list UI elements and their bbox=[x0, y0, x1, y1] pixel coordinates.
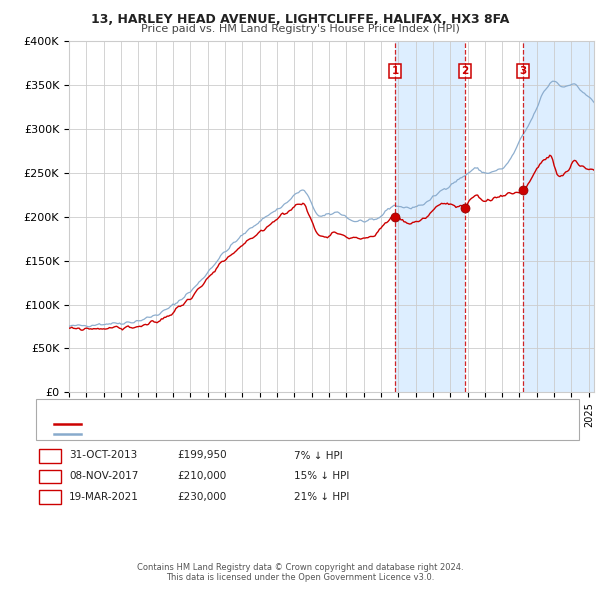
Text: 19-MAR-2021: 19-MAR-2021 bbox=[69, 492, 139, 502]
Bar bbox=[523, 41, 594, 392]
Text: This data is licensed under the Open Government Licence v3.0.: This data is licensed under the Open Gov… bbox=[166, 573, 434, 582]
Text: 2: 2 bbox=[46, 471, 53, 481]
Text: 2: 2 bbox=[461, 66, 469, 76]
Text: £230,000: £230,000 bbox=[177, 492, 226, 502]
Text: 1: 1 bbox=[392, 66, 399, 76]
Text: 1: 1 bbox=[46, 451, 53, 460]
Text: £210,000: £210,000 bbox=[177, 471, 226, 481]
Text: 7% ↓ HPI: 7% ↓ HPI bbox=[294, 451, 343, 460]
Text: Contains HM Land Registry data © Crown copyright and database right 2024.: Contains HM Land Registry data © Crown c… bbox=[137, 563, 463, 572]
Text: Price paid vs. HM Land Registry's House Price Index (HPI): Price paid vs. HM Land Registry's House … bbox=[140, 24, 460, 34]
Bar bbox=[395, 41, 465, 392]
Text: 15% ↓ HPI: 15% ↓ HPI bbox=[294, 471, 349, 481]
Text: 21% ↓ HPI: 21% ↓ HPI bbox=[294, 492, 349, 502]
Text: 3: 3 bbox=[46, 492, 53, 502]
Text: 3: 3 bbox=[520, 66, 527, 76]
Text: HPI: Average price, detached house, Calderdale: HPI: Average price, detached house, Cald… bbox=[86, 430, 302, 439]
Text: 13, HARLEY HEAD AVENUE, LIGHTCLIFFE, HALIFAX, HX3 8FA: 13, HARLEY HEAD AVENUE, LIGHTCLIFFE, HAL… bbox=[91, 13, 509, 26]
Text: 13, HARLEY HEAD AVENUE, LIGHTCLIFFE, HALIFAX, HX3 8FA (detached house): 13, HARLEY HEAD AVENUE, LIGHTCLIFFE, HAL… bbox=[86, 419, 436, 429]
Text: £199,950: £199,950 bbox=[177, 451, 227, 460]
Text: 31-OCT-2013: 31-OCT-2013 bbox=[69, 451, 137, 460]
Text: 08-NOV-2017: 08-NOV-2017 bbox=[69, 471, 139, 481]
